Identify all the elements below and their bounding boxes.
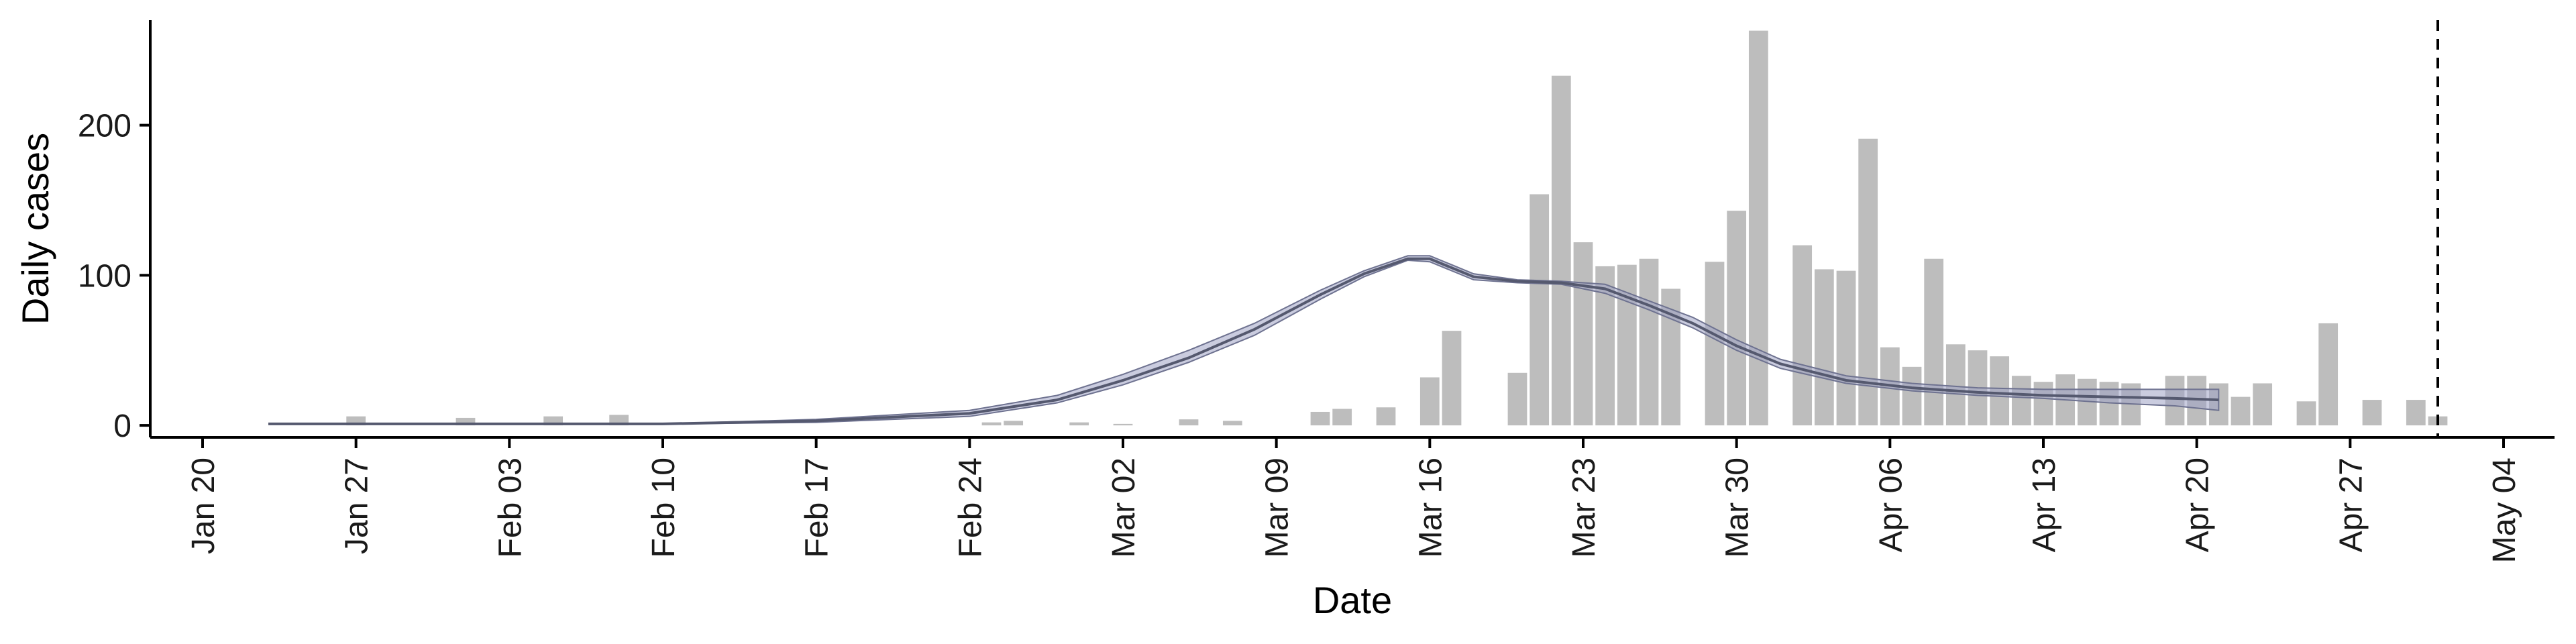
bar xyxy=(2406,400,2426,426)
bar xyxy=(1727,211,1747,426)
bar xyxy=(1705,262,1725,426)
bar xyxy=(1376,407,1396,426)
x-tick-label: Feb 17 xyxy=(800,458,835,557)
bar xyxy=(1004,421,1024,426)
bar xyxy=(1222,421,1242,426)
bar xyxy=(2318,323,2339,426)
bar xyxy=(1945,344,1966,426)
bar xyxy=(1617,264,1637,426)
bar xyxy=(2296,401,2316,426)
bars-layer xyxy=(346,30,2448,426)
bar xyxy=(1573,242,1593,426)
x-tick-label: Feb 10 xyxy=(646,458,682,557)
bar xyxy=(1529,194,1550,426)
bar xyxy=(1748,30,1768,426)
bar xyxy=(2253,383,2273,426)
x-tick-label: Mar 16 xyxy=(1413,458,1448,557)
y-axis-title: Daily cases xyxy=(14,133,56,325)
y-tick-label: 200 xyxy=(78,109,131,144)
bar xyxy=(1924,258,1944,426)
x-tick-label: Feb 24 xyxy=(953,458,988,557)
bar xyxy=(1792,245,1813,426)
bar xyxy=(1332,409,1352,426)
bar xyxy=(1551,75,1571,426)
bar xyxy=(2033,382,2053,426)
bar xyxy=(1113,423,1133,426)
x-tick-label: Jan 27 xyxy=(339,458,375,554)
x-tick-label: Mar 02 xyxy=(1106,458,1142,557)
x-tick-label: Apr 06 xyxy=(1873,458,1909,552)
bar xyxy=(1507,372,1527,426)
trend-layer xyxy=(268,255,2220,425)
x-axis-ticks: Jan 20 Jan 27 Feb 03 Feb 10 Feb 17 Feb 24 Mar … xyxy=(186,437,2522,563)
x-tick-label: Mar 23 xyxy=(1566,458,1602,557)
trend-line xyxy=(268,257,2219,425)
bar xyxy=(1419,377,1440,426)
x-tick-label: Mar 30 xyxy=(1720,458,1756,557)
bar xyxy=(1814,269,1834,426)
bar xyxy=(1836,270,1856,426)
bar xyxy=(1310,411,1330,426)
x-tick-label: May 04 xyxy=(2487,458,2522,563)
y-axis-ticks: 0 100 200 xyxy=(78,109,150,444)
y-tick-label: 100 xyxy=(78,258,131,294)
x-tick-label: Apr 20 xyxy=(2180,458,2216,552)
x-tick-label: Apr 27 xyxy=(2333,458,2369,552)
x-tick-label: Jan 20 xyxy=(186,458,221,554)
bar xyxy=(1902,366,1922,426)
bar xyxy=(2362,400,2382,426)
bar xyxy=(1069,422,1089,426)
x-axis-title: Date xyxy=(1313,579,1392,621)
bar xyxy=(1442,331,1462,426)
bar xyxy=(1179,419,1199,426)
bar xyxy=(1639,258,1659,426)
bar xyxy=(2231,396,2251,426)
bar xyxy=(2011,376,2031,426)
x-tick-label: Mar 09 xyxy=(1260,458,1295,557)
y-tick-label: 0 xyxy=(113,409,131,444)
bar xyxy=(981,422,1002,426)
x-tick-label: Apr 13 xyxy=(2027,458,2062,552)
x-tick-label: Feb 03 xyxy=(492,458,528,557)
bar xyxy=(455,417,476,426)
